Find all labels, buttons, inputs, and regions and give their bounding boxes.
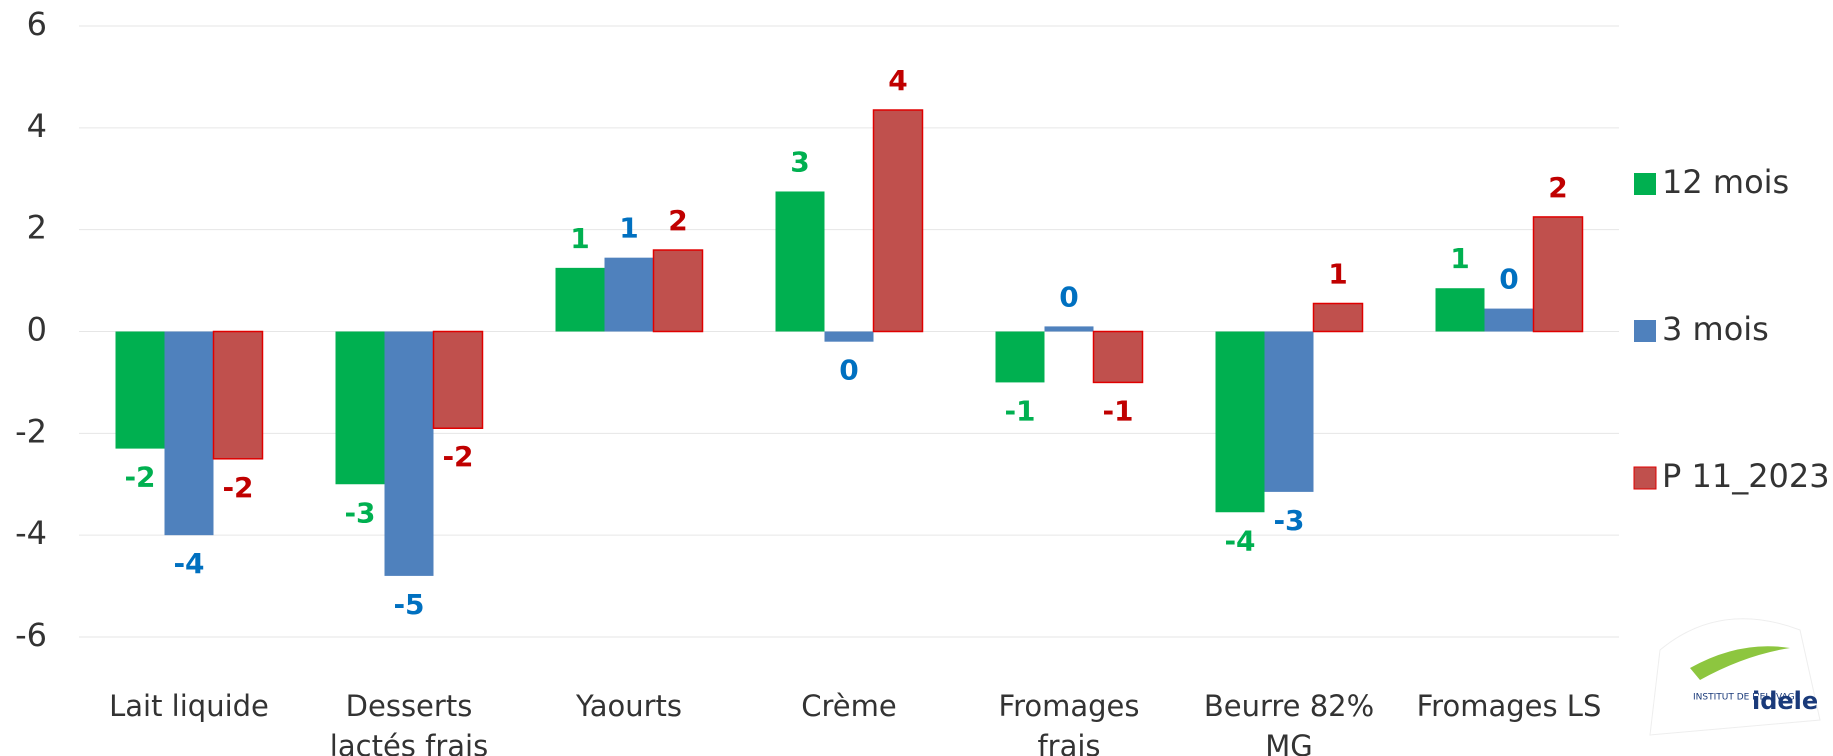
bar [1312, 302, 1364, 333]
data-label: -4 [173, 547, 204, 580]
data-label: 2 [1548, 171, 1567, 204]
data-label: -2 [442, 440, 473, 473]
data-label: 2 [668, 204, 687, 237]
data-label: -2 [222, 471, 253, 504]
bar [1044, 326, 1094, 332]
legend-label: 12 mois [1662, 163, 1789, 201]
bar [115, 331, 165, 449]
legend-label: P 11_2023 [1662, 457, 1830, 495]
x-tick-label: Fromages LS [1416, 689, 1602, 723]
x-tick-label: Fromages frais [998, 689, 1140, 756]
x-tick-label: Beurre 82% MG [1203, 689, 1375, 756]
bar [1484, 308, 1534, 332]
bar [775, 191, 825, 332]
bar [1264, 331, 1314, 492]
bar [1092, 330, 1144, 384]
bar [872, 109, 924, 333]
data-label: -4 [1224, 524, 1255, 557]
bar [1435, 288, 1485, 332]
data-label: -3 [344, 496, 375, 529]
logo-subtitle: INSTITUT DE L'ELEVAGE [1693, 693, 1801, 703]
data-label: 0 [839, 354, 858, 387]
data-label: -5 [393, 588, 424, 621]
x-tick-label: Lait liquide [109, 689, 269, 723]
bar [432, 330, 484, 429]
legend-swatch [1634, 173, 1656, 195]
bar [652, 249, 704, 333]
data-label: 1 [1328, 257, 1347, 290]
data-label: 0 [1499, 263, 1518, 296]
logo: INSTITUT DE L'ELEVAGE idele [1649, 618, 1821, 736]
data-label: -3 [1273, 504, 1304, 537]
y-tick-label: 0 [27, 311, 47, 349]
data-label: -2 [124, 461, 155, 494]
bar [212, 330, 264, 460]
y-tick-label: 2 [27, 209, 47, 247]
bar [604, 257, 654, 332]
bar [164, 331, 214, 536]
data-label: 1 [619, 212, 638, 245]
data-label: 1 [570, 222, 589, 255]
x-tick-label: Desserts lactés frais [329, 689, 489, 756]
bar [1215, 331, 1265, 513]
bar [995, 331, 1045, 383]
bar [824, 331, 874, 342]
data-label: 1 [1450, 242, 1469, 275]
data-label: -1 [1102, 394, 1133, 427]
bar [335, 331, 385, 485]
y-tick-label: -2 [15, 412, 47, 450]
y-tick-label: -4 [15, 514, 47, 552]
data-label: 0 [1059, 280, 1078, 313]
bar [555, 267, 605, 332]
legend-swatch [1633, 466, 1657, 490]
x-tick-label: Yaourts [575, 689, 683, 723]
legend-swatch [1634, 320, 1656, 342]
y-tick-label: 4 [27, 107, 47, 145]
x-tick-label: Crème [801, 689, 897, 723]
logo-bg [1649, 618, 1821, 736]
data-label: -1 [1004, 394, 1035, 427]
data-label: 4 [888, 64, 907, 97]
logo-swoosh [1690, 646, 1790, 680]
bar [1532, 216, 1584, 333]
logo-text: idele [1752, 687, 1818, 715]
y-tick-label: -6 [15, 616, 47, 654]
data-label: 3 [790, 145, 809, 178]
legend-label: 3 mois [1662, 310, 1769, 348]
y-tick-label: 6 [27, 5, 47, 43]
bar [384, 331, 434, 576]
